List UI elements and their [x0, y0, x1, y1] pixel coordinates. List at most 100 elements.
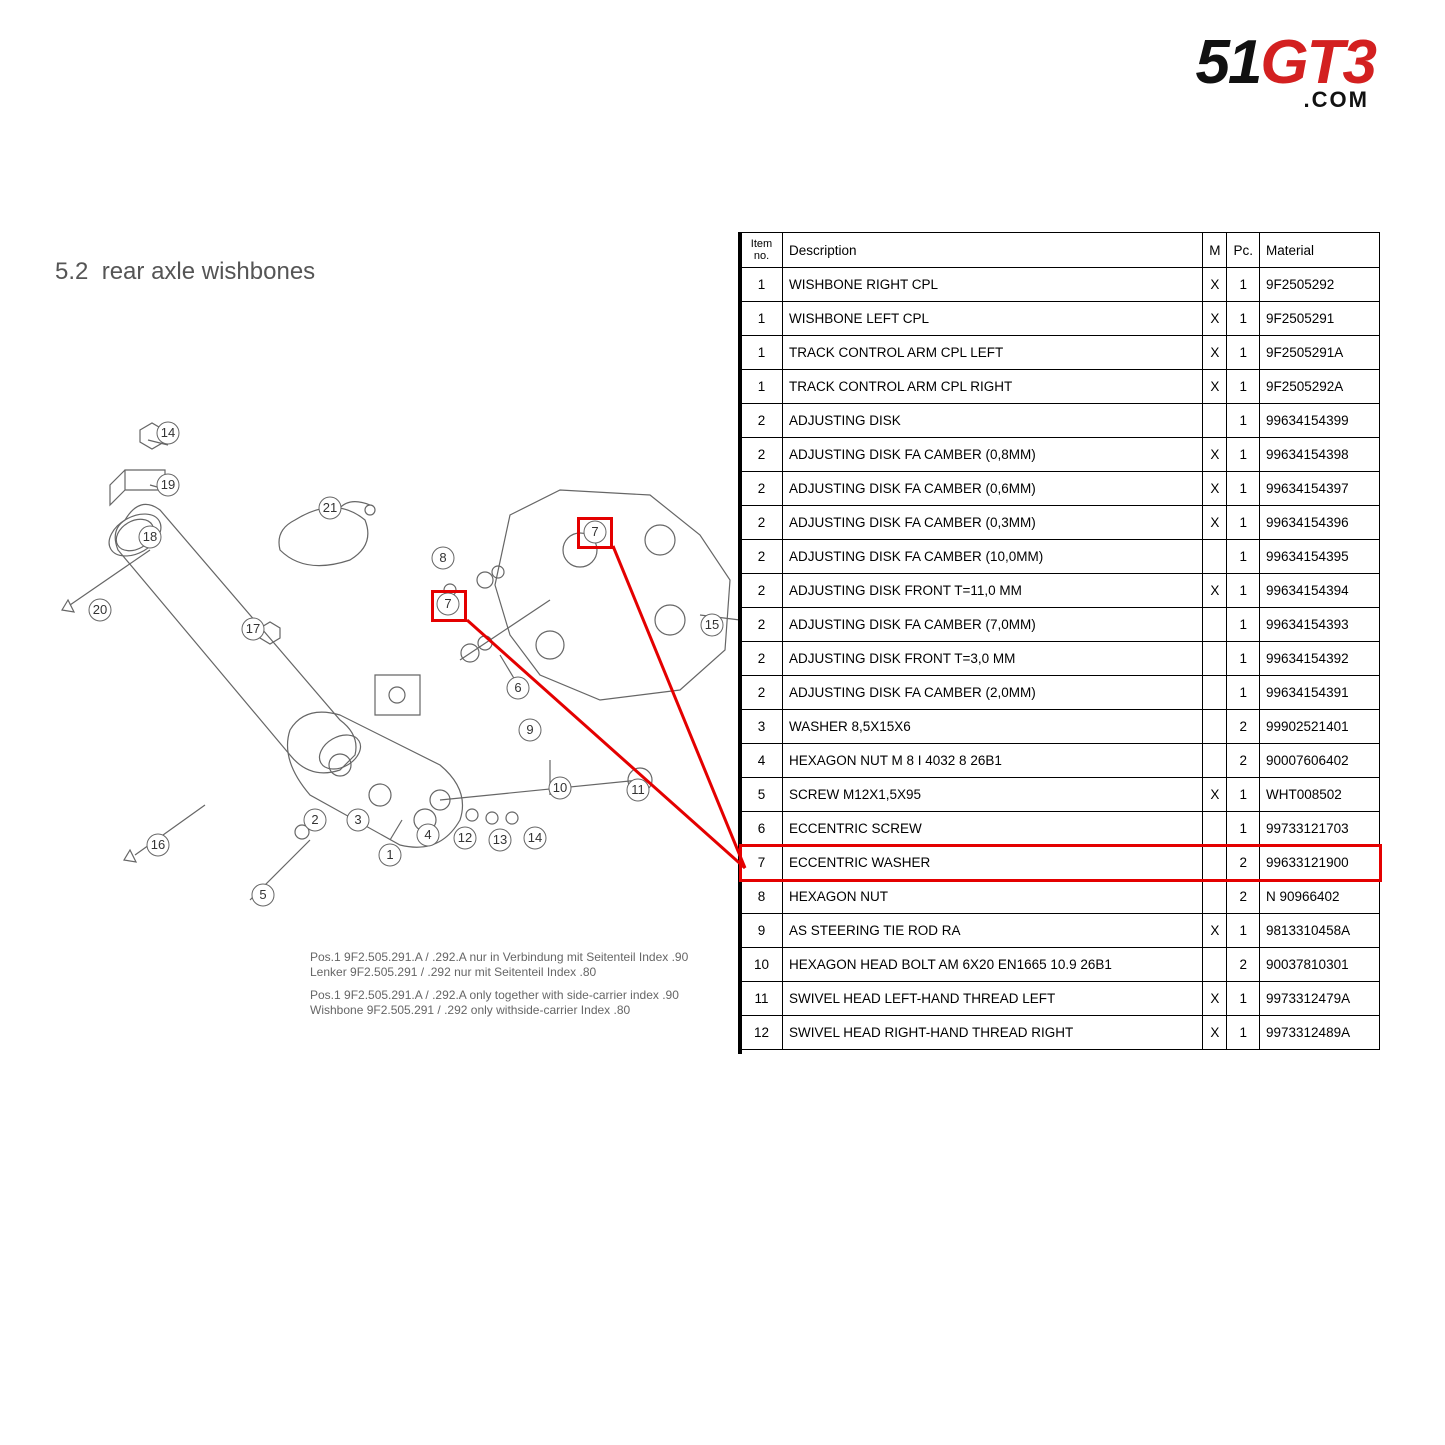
th-pc: Pc.	[1227, 233, 1260, 268]
callout-13: 13	[489, 829, 511, 851]
cell-desc: TRACK CONTROL ARM CPL LEFT	[783, 336, 1203, 370]
svg-text:2: 2	[311, 812, 318, 827]
cell-desc: ADJUSTING DISK FA CAMBER (2,0MM)	[783, 676, 1203, 710]
exploded-diagram: 141918201721877615910112314121314516	[40, 400, 740, 950]
cell-mat: 9F2505291	[1260, 302, 1380, 336]
cell-m	[1203, 608, 1227, 642]
th-desc: Description	[783, 233, 1203, 268]
table-row: 4HEXAGON NUT M 8 I 4032 8 26B1 2900076064…	[741, 744, 1380, 778]
cell-desc: HEXAGON NUT M 8 I 4032 8 26B1	[783, 744, 1203, 778]
cell-item: 4	[741, 744, 783, 778]
svg-text:4: 4	[424, 827, 431, 842]
cell-m: X	[1203, 574, 1227, 608]
table-row: 2ADJUSTING DISK FRONT T=3,0 MM1996341543…	[741, 642, 1380, 676]
page-root: 51GT3 .COM 5.2 rear axle wishbones 14191…	[0, 0, 1445, 1445]
cell-item: 2	[741, 574, 783, 608]
callout-1: 1	[379, 844, 401, 866]
table-row: 2ADJUSTING DISK FA CAMBER (10,0MM)199634…	[741, 540, 1380, 574]
cell-item: 1	[741, 336, 783, 370]
callout-6: 6	[507, 677, 529, 699]
table-row: 2ADJUSTING DISK FRONT T=11,0 MMX19963415…	[741, 574, 1380, 608]
cell-mat: 99634154397	[1260, 472, 1380, 506]
cell-desc: HEXAGON HEAD BOLT AM 6X20 EN1665 10.9 26…	[783, 948, 1203, 982]
cell-desc: ECCENTRIC WASHER	[783, 846, 1203, 880]
cell-m	[1203, 540, 1227, 574]
cell-pc: 1	[1227, 676, 1260, 710]
cell-mat: 9F2505292	[1260, 268, 1380, 302]
cell-pc: 1	[1227, 472, 1260, 506]
footnote-line: Pos.1 9F2.505.291.A / .292.A nur in Verb…	[310, 950, 688, 980]
cell-pc: 1	[1227, 982, 1260, 1016]
cell-m	[1203, 846, 1227, 880]
cell-pc: 1	[1227, 914, 1260, 948]
cell-item: 2	[741, 608, 783, 642]
cell-item: 10	[741, 948, 783, 982]
svg-text:19: 19	[161, 477, 175, 492]
th-mat: Material	[1260, 233, 1380, 268]
section-name: rear axle wishbones	[102, 258, 315, 285]
cell-m: X	[1203, 778, 1227, 812]
cell-mat: 99634154393	[1260, 608, 1380, 642]
callout-19: 19	[157, 474, 179, 496]
table-row: 1WISHBONE RIGHT CPLX19F2505292	[741, 268, 1380, 302]
cell-desc: SWIVEL HEAD LEFT-HAND THREAD LEFT	[783, 982, 1203, 1016]
cell-mat: 99634154392	[1260, 642, 1380, 676]
cell-item: 2	[741, 472, 783, 506]
cell-m	[1203, 676, 1227, 710]
cell-m	[1203, 812, 1227, 846]
cell-pc: 1	[1227, 506, 1260, 540]
cell-m: X	[1203, 302, 1227, 336]
cell-m	[1203, 880, 1227, 914]
table-row: 12SWIVEL HEAD RIGHT-HAND THREAD RIGHTX19…	[741, 1016, 1380, 1050]
cell-mat: 90007606402	[1260, 744, 1380, 778]
cell-m	[1203, 642, 1227, 676]
cell-item: 12	[741, 1016, 783, 1050]
cell-mat: 90037810301	[1260, 948, 1380, 982]
cell-pc: 2	[1227, 710, 1260, 744]
diagram-footnotes: Pos.1 9F2.505.291.A / .292.A nur in Verb…	[310, 950, 688, 1026]
table-row: 2ADJUSTING DISK FA CAMBER (7,0MM)1996341…	[741, 608, 1380, 642]
svg-text:9: 9	[526, 722, 533, 737]
section-title: 5.2 rear axle wishbones	[55, 258, 315, 286]
svg-text:16: 16	[151, 837, 165, 852]
svg-text:6: 6	[514, 680, 521, 695]
cell-item: 2	[741, 642, 783, 676]
svg-text:18: 18	[143, 529, 157, 544]
callout-14: 14	[524, 827, 546, 849]
highlight-box	[431, 590, 467, 622]
cell-m: X	[1203, 336, 1227, 370]
cell-pc: 1	[1227, 438, 1260, 472]
svg-text:8: 8	[439, 550, 446, 565]
table-row: 10HEXAGON HEAD BOLT AM 6X20 EN1665 10.9 …	[741, 948, 1380, 982]
table-row: 6ECCENTRIC SCREW199733121703	[741, 812, 1380, 846]
cell-desc: ADJUSTING DISK FRONT T=11,0 MM	[783, 574, 1203, 608]
svg-text:21: 21	[323, 500, 337, 515]
cell-item: 2	[741, 506, 783, 540]
svg-text:3: 3	[354, 812, 361, 827]
cell-item: 1	[741, 268, 783, 302]
table-row: 2ADJUSTING DISK199634154399	[741, 404, 1380, 438]
cell-pc: 2	[1227, 948, 1260, 982]
cell-desc: ECCENTRIC SCREW	[783, 812, 1203, 846]
callout-17: 17	[242, 618, 264, 640]
cell-pc: 1	[1227, 336, 1260, 370]
cell-m: X	[1203, 914, 1227, 948]
cell-m: X	[1203, 438, 1227, 472]
cell-m: X	[1203, 1016, 1227, 1050]
cell-pc: 2	[1227, 846, 1260, 880]
table-row: 8HEXAGON NUT2N 90966402	[741, 880, 1380, 914]
cell-pc: 2	[1227, 744, 1260, 778]
table-row: 3WASHER 8,5X15X6299902521401	[741, 710, 1380, 744]
cell-desc: WISHBONE RIGHT CPL	[783, 268, 1203, 302]
cell-item: 9	[741, 914, 783, 948]
svg-text:10: 10	[553, 780, 567, 795]
svg-text:14: 14	[528, 830, 542, 845]
table-row: 11SWIVEL HEAD LEFT-HAND THREAD LEFTX1997…	[741, 982, 1380, 1016]
cell-mat: 9F2505292A	[1260, 370, 1380, 404]
cell-item: 2	[741, 676, 783, 710]
cell-desc: ADJUSTING DISK FA CAMBER (10,0MM)	[783, 540, 1203, 574]
table-row: 1TRACK CONTROL ARM CPL RIGHTX19F2505292A	[741, 370, 1380, 404]
cell-pc: 1	[1227, 540, 1260, 574]
cell-item: 2	[741, 438, 783, 472]
cell-desc: ADJUSTING DISK FA CAMBER (0,6MM)	[783, 472, 1203, 506]
